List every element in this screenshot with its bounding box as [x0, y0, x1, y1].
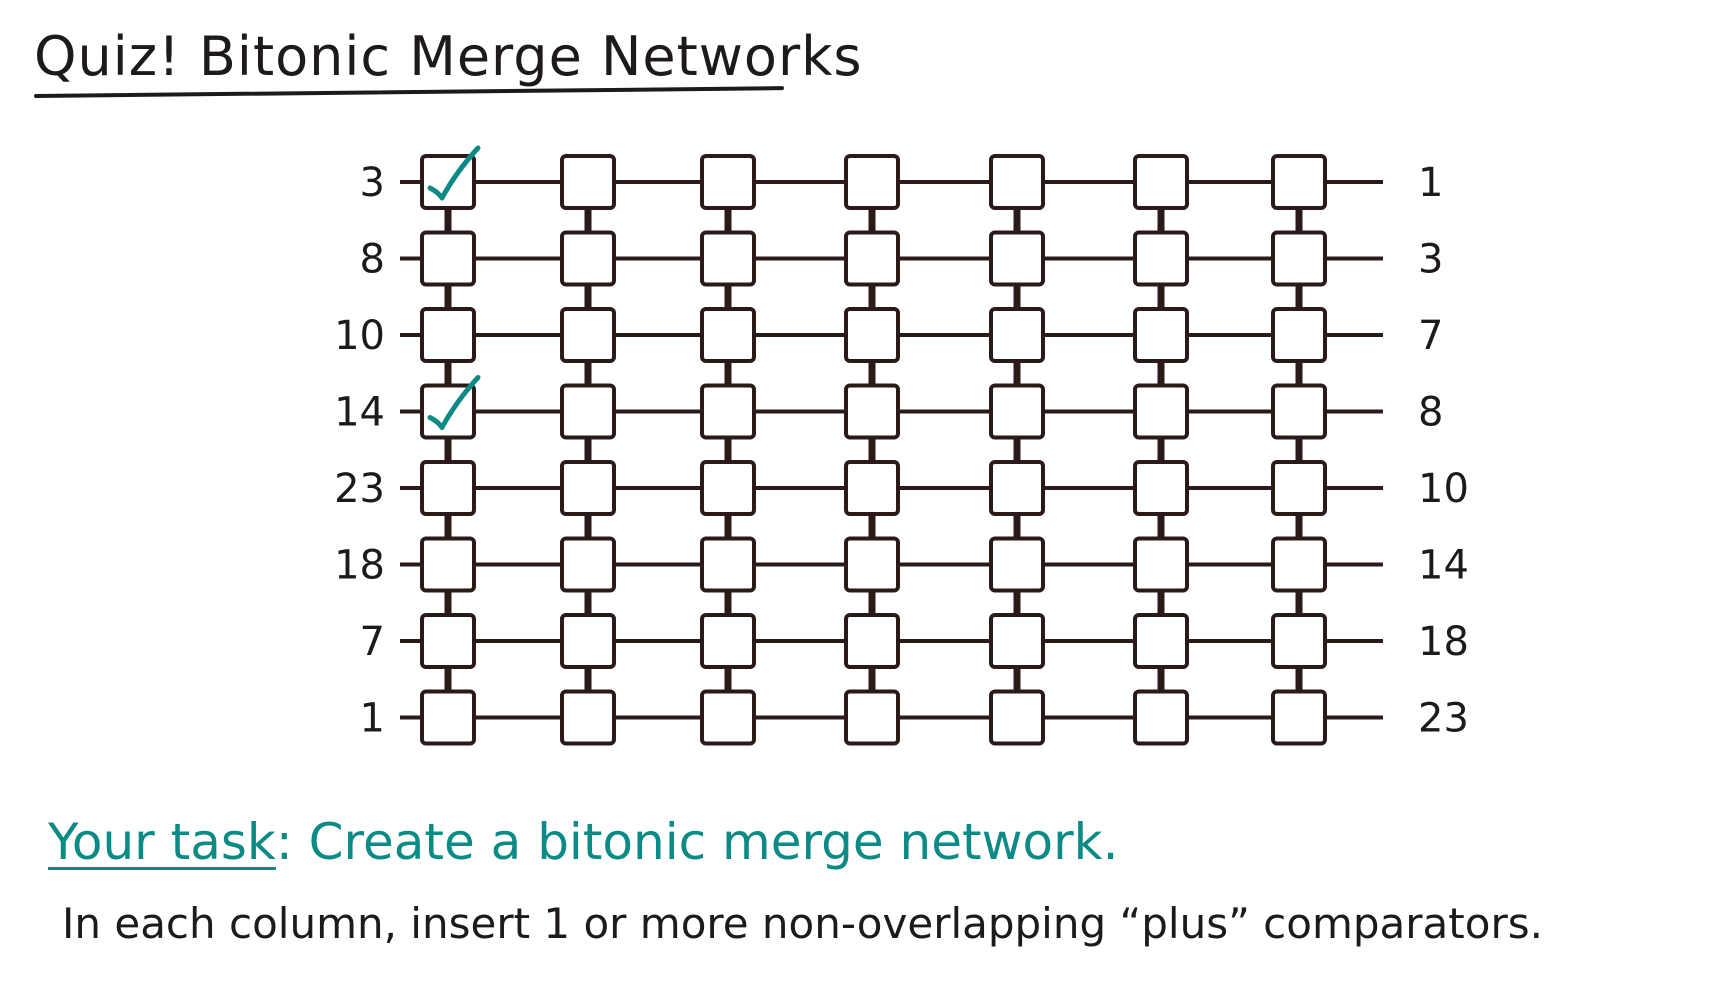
- comparator-slot-r6-c3[interactable]: [844, 613, 900, 669]
- comparator-slot-r7-c2[interactable]: [700, 689, 756, 746]
- checkmark-icon: [427, 145, 481, 201]
- comparator-slot-r7-c6[interactable]: [1271, 689, 1327, 746]
- task-prefix: Your task: [48, 813, 276, 871]
- comparator-slot-r6-c2[interactable]: [700, 613, 756, 669]
- comparator-slot-r1-c4[interactable]: [989, 230, 1045, 287]
- comparator-slot-r0-c6[interactable]: [1271, 154, 1327, 210]
- input-value-7: 1: [360, 696, 385, 742]
- comparator-slot-r0-c4[interactable]: [989, 154, 1045, 210]
- input-value-3: 14: [334, 390, 385, 436]
- comparator-slot-r3-c5[interactable]: [1133, 383, 1189, 440]
- task-text: : Create a bitonic merge network.: [275, 813, 1119, 871]
- comparator-slot-r3-c6[interactable]: [1271, 383, 1327, 440]
- comparator-slot-r0-c2[interactable]: [700, 154, 756, 210]
- comparator-slot-r0-c1[interactable]: [560, 154, 616, 210]
- comparator-slot-r4-c4[interactable]: [989, 460, 1045, 516]
- comparator-slot-r2-c4[interactable]: [989, 307, 1045, 363]
- comparator-slot-r1-c6[interactable]: [1271, 230, 1327, 287]
- comparator-slot-r4-c3[interactable]: [844, 460, 900, 516]
- comparator-slot-r1-c5[interactable]: [1133, 230, 1189, 287]
- comparator-slot-r5-c6[interactable]: [1271, 536, 1327, 593]
- input-value-5: 18: [334, 543, 385, 589]
- output-value-4: 10: [1418, 466, 1469, 512]
- comparator-slot-r5-c0[interactable]: [420, 536, 476, 593]
- comparator-slot-r0-c5[interactable]: [1133, 154, 1189, 210]
- comparator-slot-r2-c2[interactable]: [700, 307, 756, 363]
- output-value-7: 23: [1418, 696, 1469, 742]
- comparator-slot-r5-c2[interactable]: [700, 536, 756, 593]
- comparator-slot-r5-c5[interactable]: [1133, 536, 1189, 593]
- comparator-slot-r5-c1[interactable]: [560, 536, 616, 593]
- comparator-slot-r7-c4[interactable]: [989, 689, 1045, 746]
- output-value-1: 3: [1418, 237, 1443, 283]
- comparator-slot-r2-c3[interactable]: [844, 307, 900, 363]
- comparator-slot-r6-c0[interactable]: [420, 613, 476, 669]
- comparator-slot-r3-c4[interactable]: [989, 383, 1045, 440]
- comparator-slot-r6-c4[interactable]: [989, 613, 1045, 669]
- comparator-slot-r7-c0[interactable]: [420, 689, 476, 746]
- comparator-slot-r7-c5[interactable]: [1133, 689, 1189, 746]
- comparator-slot-r4-c6[interactable]: [1271, 460, 1327, 516]
- comparator-slot-r0-c3[interactable]: [844, 154, 900, 210]
- comparator-slot-r4-c1[interactable]: [560, 460, 616, 516]
- output-value-2: 7: [1418, 313, 1443, 359]
- comparator-slot-r6-c5[interactable]: [1133, 613, 1189, 669]
- comparator-slot-r1-c2[interactable]: [700, 230, 756, 287]
- comparator-slot-r2-c0[interactable]: [420, 307, 476, 363]
- comparator-slot-r2-c5[interactable]: [1133, 307, 1189, 363]
- checkmark-icon: [427, 375, 481, 430]
- comparator-slot-r3-c3[interactable]: [844, 383, 900, 440]
- comparator-slot-r1-c1[interactable]: [560, 230, 616, 287]
- comparator-slot-r7-c3[interactable]: [844, 689, 900, 746]
- comparator-slot-r4-c2[interactable]: [700, 460, 756, 516]
- output-value-6: 18: [1418, 619, 1469, 665]
- comparator-slot-r4-c0[interactable]: [420, 460, 476, 516]
- comparator-slot-r3-c2[interactable]: [700, 383, 756, 440]
- comparator-slot-r2-c1[interactable]: [560, 307, 616, 363]
- input-value-0: 3: [360, 160, 385, 206]
- output-value-0: 1: [1418, 160, 1443, 206]
- comparator-slot-r6-c6[interactable]: [1271, 613, 1327, 669]
- input-value-1: 8: [360, 237, 385, 283]
- instruction-text: In each column, insert 1 or more non-ove…: [62, 899, 1543, 948]
- comparator-slot-r1-c0[interactable]: [420, 230, 476, 287]
- comparator-slot-r3-c1[interactable]: [560, 383, 616, 440]
- comparator-slot-r5-c3[interactable]: [844, 536, 900, 593]
- comparator-slot-r1-c3[interactable]: [844, 230, 900, 287]
- comparator-slot-r6-c1[interactable]: [560, 613, 616, 669]
- input-value-2: 10: [334, 313, 385, 359]
- comparator-slot-r2-c6[interactable]: [1271, 307, 1327, 363]
- output-value-5: 14: [1418, 543, 1469, 589]
- input-value-6: 7: [360, 619, 385, 665]
- input-value-4: 23: [334, 466, 385, 512]
- task-line: Your task: Create a bitonic merge networ…: [48, 812, 1118, 872]
- comparator-slot-r7-c1[interactable]: [560, 689, 616, 746]
- comparator-slot-r4-c5[interactable]: [1133, 460, 1189, 516]
- page-title: Quiz! Bitonic Merge Networks: [34, 25, 863, 88]
- output-value-3: 8: [1418, 390, 1443, 436]
- comparator-slot-r5-c4[interactable]: [989, 536, 1045, 593]
